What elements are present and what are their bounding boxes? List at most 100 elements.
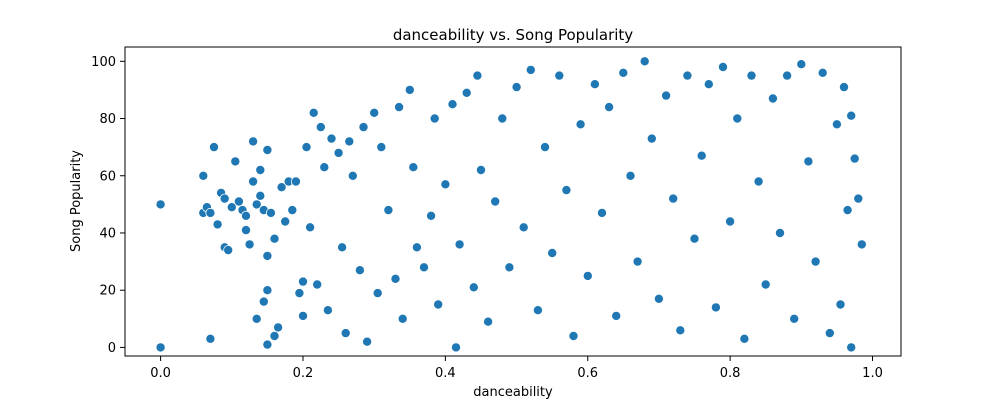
x-tick-label: 1.0 — [862, 366, 883, 381]
data-point — [326, 133, 337, 144]
data-point — [775, 227, 786, 238]
data-point — [789, 313, 800, 324]
data-point — [255, 190, 266, 201]
chart-title: danceability vs. Song Popularity — [393, 26, 633, 44]
data-point — [205, 207, 216, 218]
data-point — [426, 210, 437, 221]
data-point — [856, 239, 867, 250]
data-point — [248, 176, 259, 187]
data-point — [753, 176, 764, 187]
data-point — [675, 325, 686, 336]
data-point — [454, 239, 465, 250]
data-point — [846, 342, 857, 353]
data-point — [408, 162, 419, 173]
data-point — [369, 107, 380, 118]
data-point — [646, 133, 657, 144]
data-point — [297, 276, 308, 287]
data-point — [604, 102, 615, 113]
data-point — [440, 179, 451, 190]
x-tick-label: 0.6 — [577, 366, 598, 381]
data-point — [468, 282, 479, 293]
data-point — [461, 87, 472, 98]
data-point — [575, 119, 586, 130]
data-point — [518, 222, 529, 233]
data-point — [835, 299, 846, 310]
data-point — [240, 225, 251, 236]
data-point — [280, 216, 291, 227]
data-point — [319, 162, 330, 173]
data-point — [265, 207, 276, 218]
data-point — [547, 247, 558, 258]
data-point — [767, 93, 778, 104]
data-point — [849, 153, 860, 164]
data-point — [497, 113, 508, 124]
data-point — [703, 79, 714, 90]
data-point — [287, 205, 298, 216]
data-point — [262, 250, 273, 261]
data-point — [333, 147, 344, 158]
y-tick-label: 60 — [99, 169, 116, 184]
y-tick-label: 100 — [91, 55, 116, 70]
data-point — [511, 82, 522, 93]
data-point — [362, 336, 373, 347]
data-point — [846, 110, 857, 121]
data-point — [732, 113, 743, 124]
data-point — [796, 59, 807, 70]
x-axis-label: danceability — [473, 385, 553, 400]
data-point — [308, 107, 319, 118]
data-point — [739, 333, 750, 344]
data-point — [568, 330, 579, 341]
data-point — [824, 328, 835, 339]
data-point — [262, 144, 273, 155]
data-point — [682, 70, 693, 81]
data-point — [853, 193, 864, 204]
data-point — [639, 56, 650, 67]
data-point — [611, 310, 622, 321]
data-point — [255, 164, 266, 175]
data-point — [155, 342, 166, 353]
data-point — [725, 216, 736, 227]
data-point — [561, 185, 572, 196]
data-point — [483, 316, 494, 327]
data-point — [390, 273, 401, 284]
data-point — [411, 242, 422, 253]
data-point — [223, 245, 234, 256]
data-point — [305, 222, 316, 233]
y-axis-label: Song Popularity — [69, 150, 84, 252]
data-point — [344, 136, 355, 147]
data-point — [475, 164, 486, 175]
x-tick-label: 0.8 — [720, 366, 741, 381]
data-point — [689, 233, 700, 244]
data-point — [803, 156, 814, 167]
x-tick-label: 0.4 — [435, 366, 456, 381]
data-point — [404, 84, 415, 95]
data-point — [372, 288, 383, 299]
data-point — [212, 219, 223, 230]
plot-frame — [124, 46, 902, 357]
data-point — [433, 299, 444, 310]
data-point — [322, 305, 333, 316]
data-point — [661, 90, 672, 101]
y-axis: 0 20 40 60 80 100 — [91, 55, 125, 356]
data-point — [269, 233, 280, 244]
data-point — [653, 293, 664, 304]
data-point — [668, 193, 679, 204]
data-point — [525, 64, 536, 75]
data-point — [472, 70, 483, 81]
data-point — [589, 79, 600, 90]
data-point — [269, 330, 280, 341]
data-point — [710, 302, 721, 313]
data-point — [251, 313, 262, 324]
data-point — [540, 142, 551, 153]
data-point — [301, 142, 312, 153]
data-point — [233, 196, 244, 207]
data-point — [340, 328, 351, 339]
y-tick-label: 80 — [99, 112, 116, 127]
data-point — [347, 170, 358, 181]
data-point — [376, 142, 387, 153]
data-point — [839, 82, 850, 93]
data-point — [696, 150, 707, 161]
data-point — [817, 67, 828, 78]
data-point — [582, 270, 593, 281]
